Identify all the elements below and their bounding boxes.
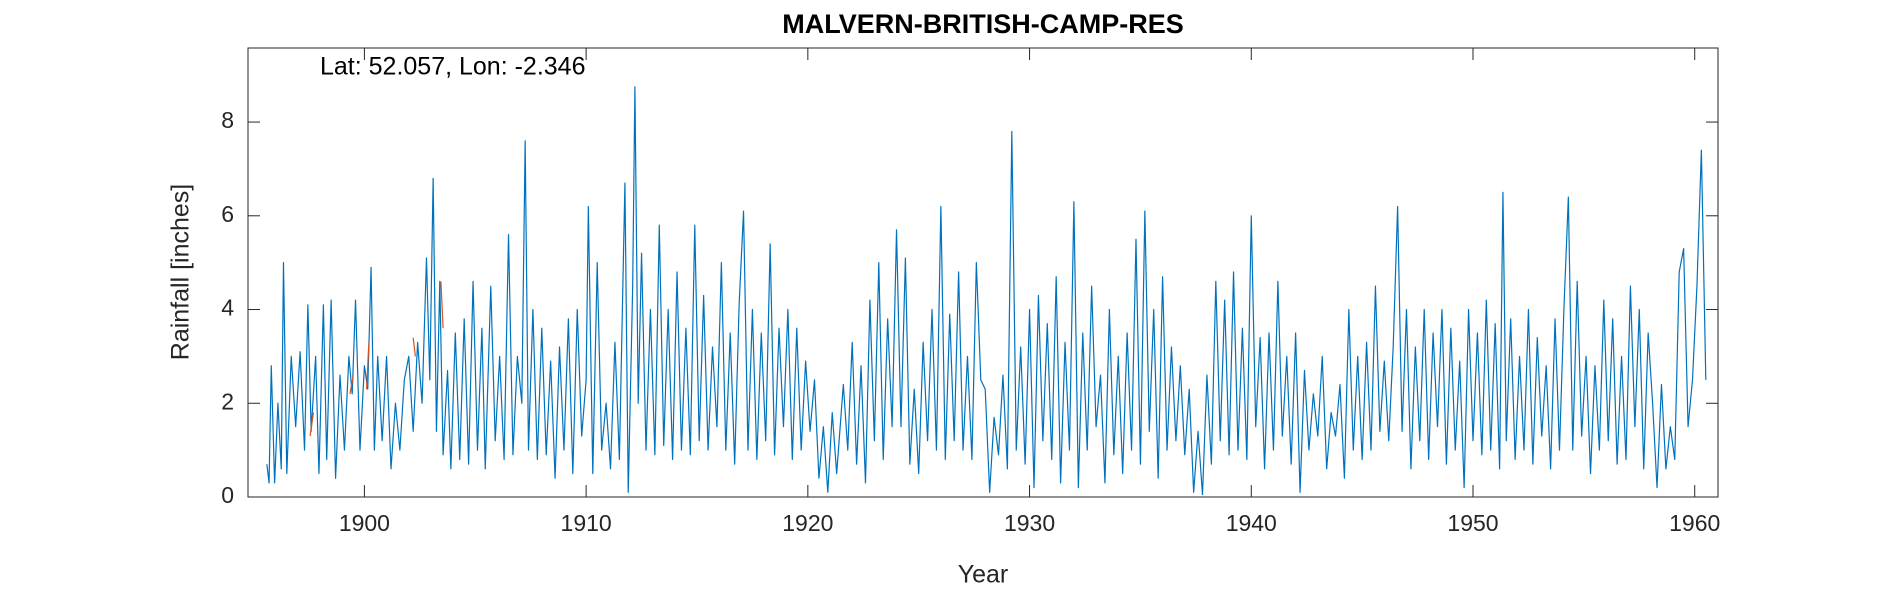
x-tick-label: 1950 xyxy=(1447,510,1498,536)
chart-title: MALVERN-BRITISH-CAMP-RES xyxy=(782,9,1183,39)
plot-box xyxy=(247,47,1719,498)
x-tick-label: 1910 xyxy=(561,510,612,536)
x-axis-label: Year xyxy=(958,561,1009,589)
annotation: Lat: 52.057, Lon: -2.346 xyxy=(320,53,586,81)
y-tick-label: 2 xyxy=(221,388,234,414)
x-tick-label: 1900 xyxy=(339,510,390,536)
rainfall-line xyxy=(309,281,444,437)
y-tick-label: 6 xyxy=(221,201,234,227)
rainfall-line xyxy=(266,86,1707,496)
y-tick-label: 4 xyxy=(221,295,234,321)
x-tick-label: 1960 xyxy=(1669,510,1720,536)
x-tick-label: 1920 xyxy=(782,510,833,536)
x-tick-label: 1930 xyxy=(1004,510,1055,536)
x-tick-label: 1940 xyxy=(1226,510,1277,536)
y-tick-label: 8 xyxy=(221,107,234,133)
y-axis-label: Rainfall [inches] xyxy=(167,184,195,360)
y-tick-label: 0 xyxy=(221,482,234,508)
